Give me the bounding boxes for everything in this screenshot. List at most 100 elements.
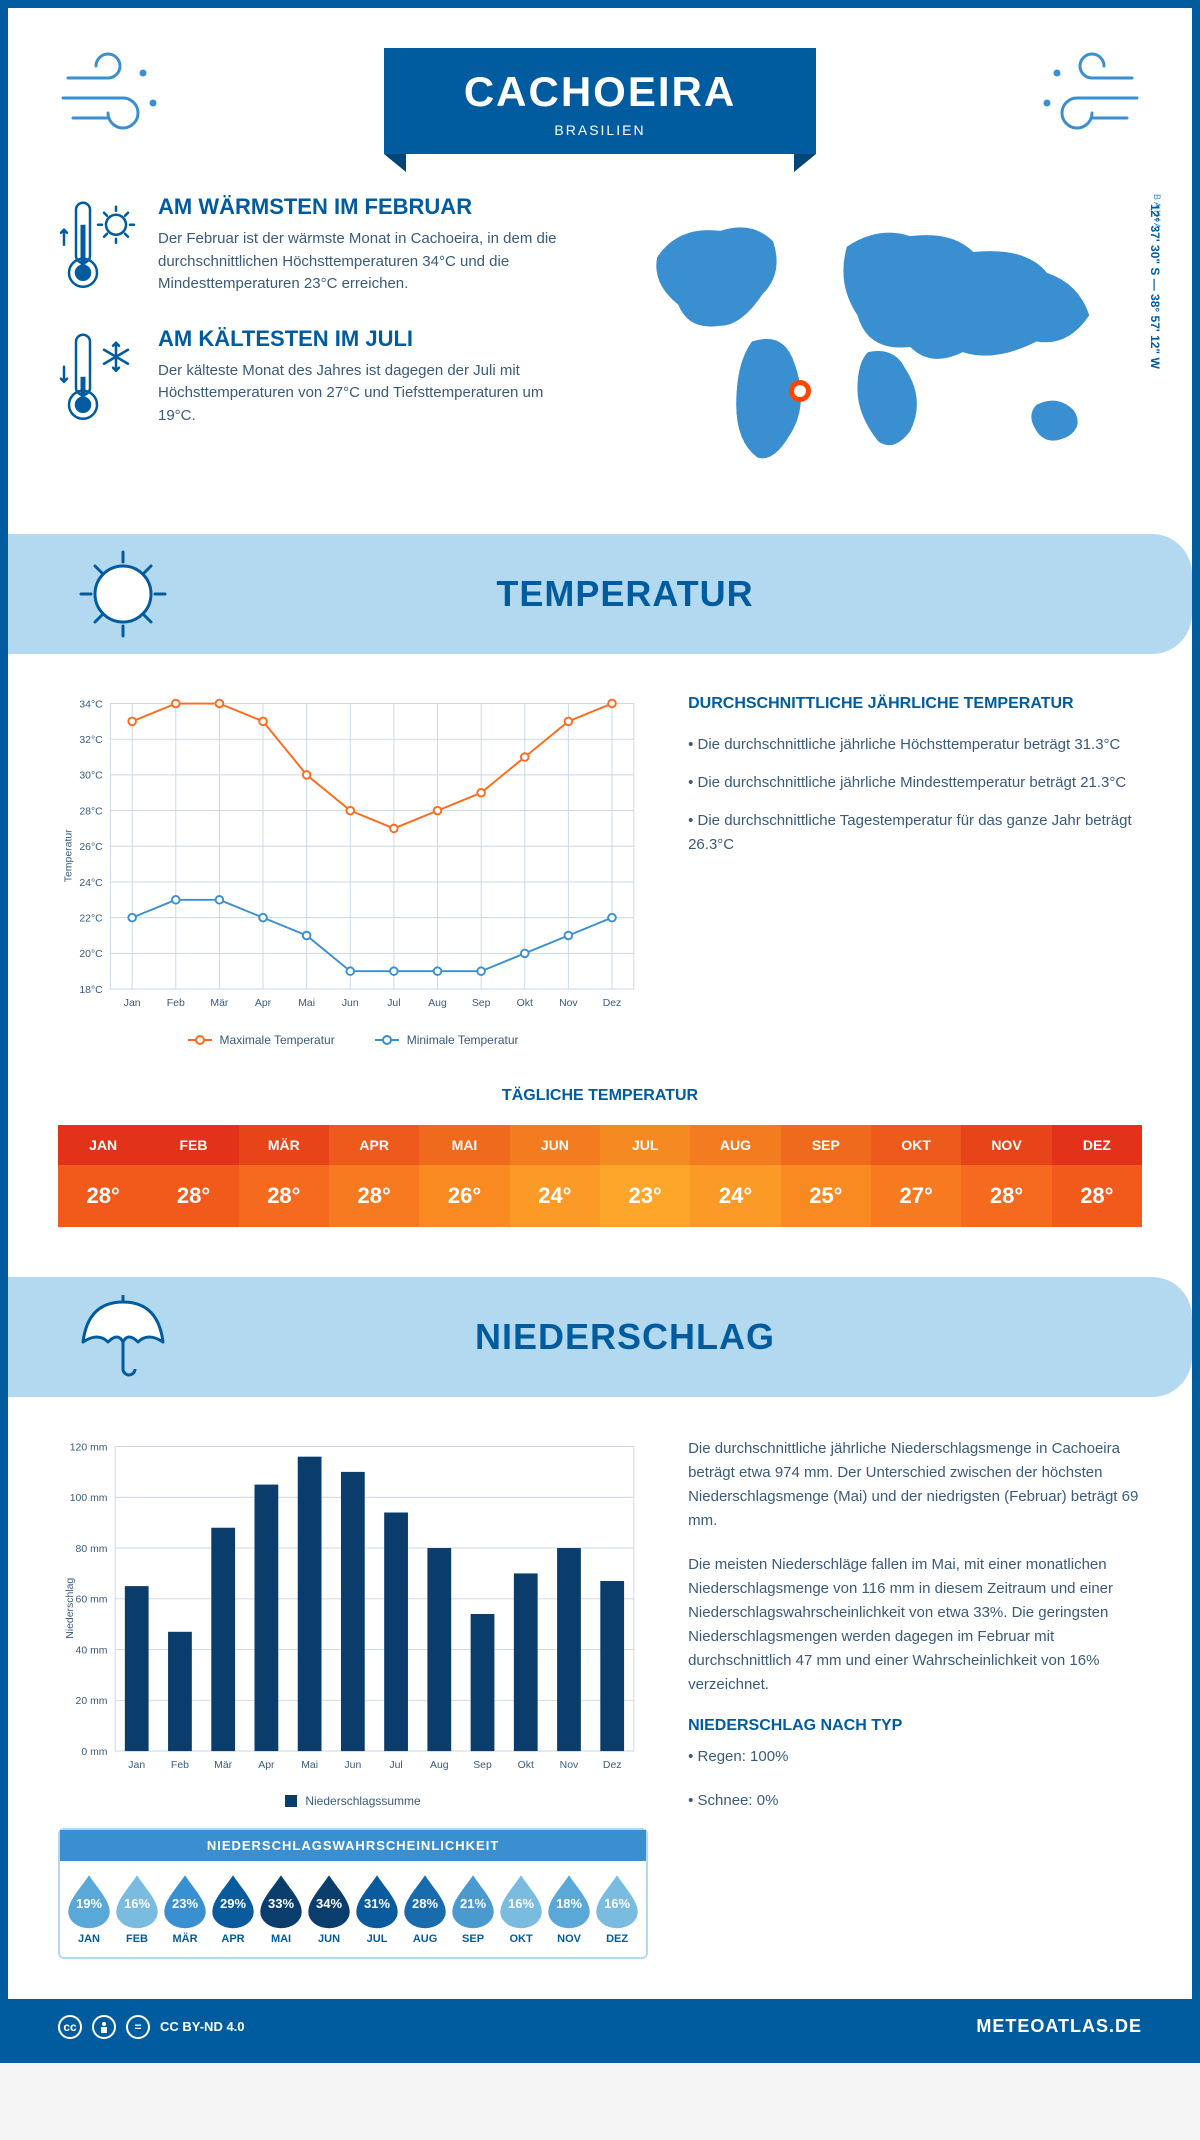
precip-para-2: Die meisten Niederschläge fallen im Mai,…: [688, 1553, 1142, 1697]
svg-text:80 mm: 80 mm: [76, 1544, 108, 1555]
svg-text:20°C: 20°C: [79, 949, 103, 960]
table-header: NOV: [961, 1125, 1051, 1165]
svg-text:22°C: 22°C: [79, 914, 103, 925]
probability-cell: 23% MÄR: [162, 1873, 208, 1944]
svg-text:Jun: Jun: [344, 1760, 361, 1771]
probability-cell: 19% JAN: [66, 1873, 112, 1944]
probability-cell: 16% FEB: [114, 1873, 160, 1944]
table-cell: 28°: [239, 1165, 329, 1227]
svg-text:28°C: 28°C: [79, 807, 103, 818]
cc-icon: cc: [58, 2015, 82, 2039]
warmest-text: Der Februar ist der wärmste Monat in Cac…: [158, 228, 585, 296]
city-title: CACHOEIRA: [464, 68, 736, 116]
svg-text:Nov: Nov: [559, 998, 578, 1009]
probability-cell: 28% AUG: [402, 1873, 448, 1944]
temp-bullet-1: • Die durchschnittliche jährliche Höchst…: [688, 733, 1142, 757]
table-cell: 28°: [1052, 1165, 1142, 1227]
svg-text:Mai: Mai: [298, 998, 315, 1009]
sun-icon: [73, 544, 173, 644]
svg-text:Jan: Jan: [128, 1760, 145, 1771]
svg-text:Sep: Sep: [472, 998, 491, 1009]
temperature-heading: TEMPERATUR: [188, 573, 1192, 615]
table-header: MÄR: [239, 1125, 329, 1165]
table-cell: 28°: [961, 1165, 1051, 1227]
temperature-info: DURCHSCHNITTLICHE JÄHRLICHE TEMPERATUR •…: [688, 694, 1142, 1047]
svg-text:Dez: Dez: [603, 1760, 622, 1771]
svg-text:26°C: 26°C: [79, 842, 103, 853]
svg-text:Temperatur: Temperatur: [63, 829, 74, 882]
precip-info: Die durchschnittliche jährliche Niedersc…: [688, 1437, 1142, 1959]
thermometer-sun-icon: [58, 194, 138, 296]
svg-text:24°C: 24°C: [79, 878, 103, 889]
precip-chart: 0 mm20 mm40 mm60 mm80 mm100 mm120 mmJanF…: [58, 1437, 648, 1809]
warmest-heading: AM WÄRMSTEN IM FEBRUAR: [158, 194, 585, 220]
daily-temp-heading: TÄGLICHE TEMPERATUR: [58, 1087, 1142, 1105]
umbrella-icon: [73, 1287, 173, 1387]
probability-cell: 34% JUN: [306, 1873, 352, 1944]
table-header: JUN: [510, 1125, 600, 1165]
header: CACHOEIRA BRASILIEN: [58, 48, 1142, 154]
precip-para-1: Die durchschnittliche jährliche Niedersc…: [688, 1437, 1142, 1533]
legend-precip: Niederschlagssumme: [285, 1794, 420, 1808]
coldest-heading: AM KÄLTESTEN IM JULI: [158, 326, 585, 352]
precip-heading: NIEDERSCHLAG: [188, 1316, 1192, 1358]
svg-text:Niederschlag: Niederschlag: [65, 1577, 76, 1638]
svg-text:Apr: Apr: [255, 998, 272, 1009]
precip-rain: • Regen: 100%: [688, 1745, 1142, 1769]
svg-text:Mai: Mai: [301, 1760, 318, 1771]
svg-text:Jul: Jul: [389, 1760, 402, 1771]
svg-text:Feb: Feb: [167, 998, 185, 1009]
svg-text:100 mm: 100 mm: [70, 1493, 108, 1504]
table-header: SEP: [781, 1125, 871, 1165]
footer: cc = CC BY-ND 4.0 METEOATLAS.DE: [8, 1999, 1192, 2055]
svg-text:18°C: 18°C: [79, 985, 103, 996]
legend-min: .legend-item:last-child .legend-swatch::…: [375, 1033, 519, 1047]
svg-text:32°C: 32°C: [79, 735, 103, 746]
svg-text:Dez: Dez: [603, 998, 622, 1009]
location-marker-icon: [789, 380, 811, 402]
svg-text:34°C: 34°C: [79, 699, 103, 710]
nd-icon: =: [126, 2015, 150, 2039]
table-cell: 28°: [58, 1165, 148, 1227]
svg-text:Mär: Mär: [210, 998, 229, 1009]
temp-bullet-2: • Die durchschnittliche jährliche Mindes…: [688, 771, 1142, 795]
svg-text:Jun: Jun: [342, 998, 359, 1009]
svg-text:Mär: Mär: [214, 1760, 233, 1771]
precip-snow: • Schnee: 0%: [688, 1789, 1142, 1813]
table-header: OKT: [871, 1125, 961, 1165]
coldest-fact: AM KÄLTESTEN IM JULI Der kälteste Monat …: [58, 326, 585, 428]
table-header: APR: [329, 1125, 419, 1165]
table-cell: 25°: [781, 1165, 871, 1227]
temperature-section-bar: TEMPERATUR: [8, 534, 1192, 654]
table-cell: 28°: [148, 1165, 238, 1227]
site-name: METEOATLAS.DE: [976, 2016, 1142, 2037]
svg-text:30°C: 30°C: [79, 771, 103, 782]
svg-text:Aug: Aug: [430, 1760, 449, 1771]
svg-text:Aug: Aug: [428, 998, 447, 1009]
svg-text:Okt: Okt: [518, 1760, 534, 1771]
probability-cell: 31% JUL: [354, 1873, 400, 1944]
world-map: BAHIA 12° 37' 30" S — 38° 57' 12" W: [615, 194, 1142, 494]
table-cell: 28°: [329, 1165, 419, 1227]
precip-section-bar: NIEDERSCHLAG: [8, 1277, 1192, 1397]
table-cell: 26°: [419, 1165, 509, 1227]
table-header: MAI: [419, 1125, 509, 1165]
svg-text:Jan: Jan: [124, 998, 141, 1009]
svg-text:Okt: Okt: [517, 998, 533, 1009]
table-cell: 24°: [510, 1165, 600, 1227]
temperature-chart: 18°C 20°C 22°C 24°C 26°C 28°C 30°C 32°C 34°C Jan F…: [58, 694, 648, 1047]
table-header: DEZ: [1052, 1125, 1142, 1165]
svg-text:0 mm: 0 mm: [81, 1747, 107, 1758]
coldest-text: Der kälteste Monat des Jahres ist dagege…: [158, 360, 585, 428]
probability-cell: 16% DEZ: [594, 1873, 640, 1944]
probability-cell: 29% APR: [210, 1873, 256, 1944]
probability-box: NIEDERSCHLAGSWAHRSCHEINLICHKEIT 19% JAN …: [58, 1828, 648, 1958]
probability-cell: 18% NOV: [546, 1873, 592, 1944]
probability-cell: 33% MAI: [258, 1873, 304, 1944]
license: cc = CC BY-ND 4.0: [58, 2015, 245, 2039]
coordinates: 12° 37' 30" S — 38° 57' 12" W: [1148, 204, 1162, 369]
svg-text:60 mm: 60 mm: [76, 1594, 108, 1605]
intro-section: AM WÄRMSTEN IM FEBRUAR Der Februar ist d…: [58, 194, 1142, 494]
svg-text:Feb: Feb: [171, 1760, 189, 1771]
daily-temp-table: JANFEBMÄRAPRMAIJUNJULAUGSEPOKTNOVDEZ28°2…: [58, 1125, 1142, 1227]
